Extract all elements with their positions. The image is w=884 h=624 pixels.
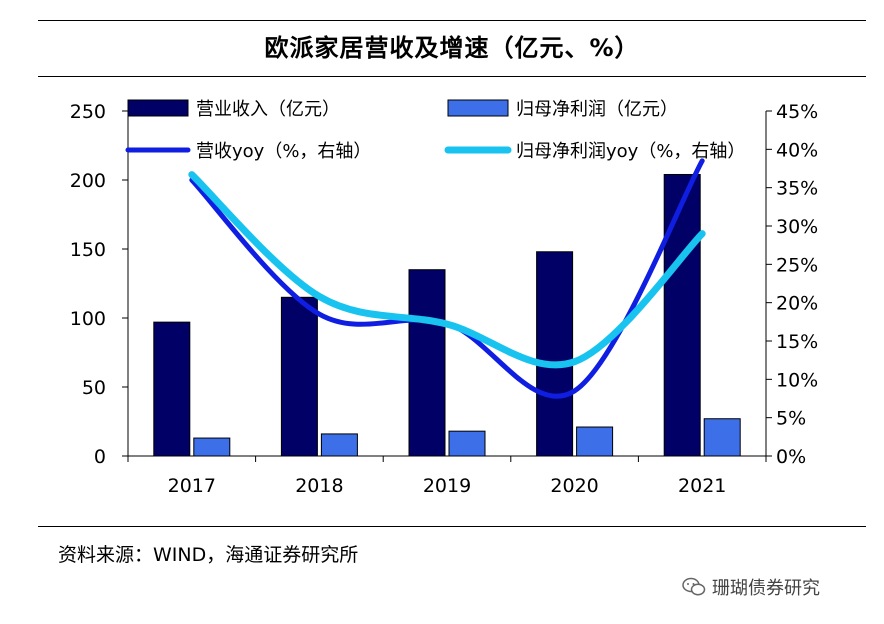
chart-title: 欧派家居营收及增速（亿元、%） bbox=[264, 34, 640, 62]
wechat-icon bbox=[682, 577, 706, 596]
right-tick-label: 0% bbox=[776, 446, 806, 468]
x-tick-label: 2019 bbox=[423, 475, 471, 497]
revenue-bar bbox=[280, 296, 318, 457]
bars bbox=[153, 173, 741, 457]
right-tick-label: 20% bbox=[776, 293, 818, 315]
left-tick-label: 50 bbox=[82, 377, 106, 399]
title-rule bbox=[38, 76, 866, 77]
right-tick-label: 10% bbox=[776, 369, 818, 391]
right-tick-label: 35% bbox=[776, 178, 818, 200]
x-tick-label: 2021 bbox=[678, 475, 726, 497]
source-rule bbox=[38, 526, 866, 527]
left-tick-label: 200 bbox=[70, 170, 106, 192]
x-tick-label: 2020 bbox=[550, 475, 598, 497]
revenue-bar bbox=[153, 321, 191, 457]
left-tick-label: 0 bbox=[94, 446, 106, 468]
watermark: 珊瑚债券研究 bbox=[682, 574, 820, 600]
right-tick-label: 45% bbox=[776, 101, 818, 123]
left-tick-label: 100 bbox=[70, 308, 106, 330]
revenue-bar bbox=[536, 251, 574, 457]
net-profit-bar bbox=[448, 430, 486, 457]
legend: 营业收入（亿元） 归母净利润（亿元） 营收yoy（%，右轴） 归母净利润yoy（%，右… bbox=[125, 99, 745, 162]
top-rule bbox=[38, 20, 866, 21]
legend-label: 归母净利润（亿元） bbox=[516, 99, 678, 120]
revenue-bar bbox=[663, 173, 701, 457]
legend-label: 营业收入（亿元） bbox=[196, 99, 340, 120]
right-tick-label: 25% bbox=[776, 254, 818, 276]
lines bbox=[188, 158, 706, 399]
axes: 0 50 100 150 200 250 0% 5% 10% 15% 20% 25% 30% 35% 40%… bbox=[70, 101, 819, 497]
left-tick-label: 250 bbox=[70, 101, 106, 123]
watermark-text: 珊瑚债券研究 bbox=[712, 578, 820, 599]
left-tick-label: 150 bbox=[70, 239, 106, 261]
right-tick-label: 30% bbox=[776, 216, 818, 238]
right-tick-label: 5% bbox=[776, 408, 806, 430]
x-tick-label: 2018 bbox=[295, 475, 343, 497]
net-profit-yoy-line bbox=[188, 171, 706, 369]
net-profit-bar bbox=[703, 418, 741, 457]
legend-label: 营收yoy（%，右轴） bbox=[196, 141, 371, 162]
right-tick-label: 15% bbox=[776, 331, 818, 353]
net-profit-bar bbox=[576, 426, 614, 457]
revenue-bar bbox=[408, 269, 446, 457]
combo-chart: 0 50 100 150 200 250 0% 5% 10% 15% 20% 25% 30% 35% 40%… bbox=[70, 99, 819, 497]
legend-swatch bbox=[127, 99, 189, 117]
legend-swatch bbox=[447, 99, 509, 117]
revenue-yoy-line bbox=[189, 158, 705, 399]
source-note: 资料来源：WIND，海通证券研究所 bbox=[58, 544, 359, 566]
net-profit-bar bbox=[320, 433, 358, 457]
net-profit-bar bbox=[193, 437, 231, 457]
x-tick-label: 2017 bbox=[168, 475, 216, 497]
legend-label: 归母净利润yoy（%，右轴） bbox=[516, 141, 745, 162]
right-tick-label: 40% bbox=[776, 139, 818, 161]
